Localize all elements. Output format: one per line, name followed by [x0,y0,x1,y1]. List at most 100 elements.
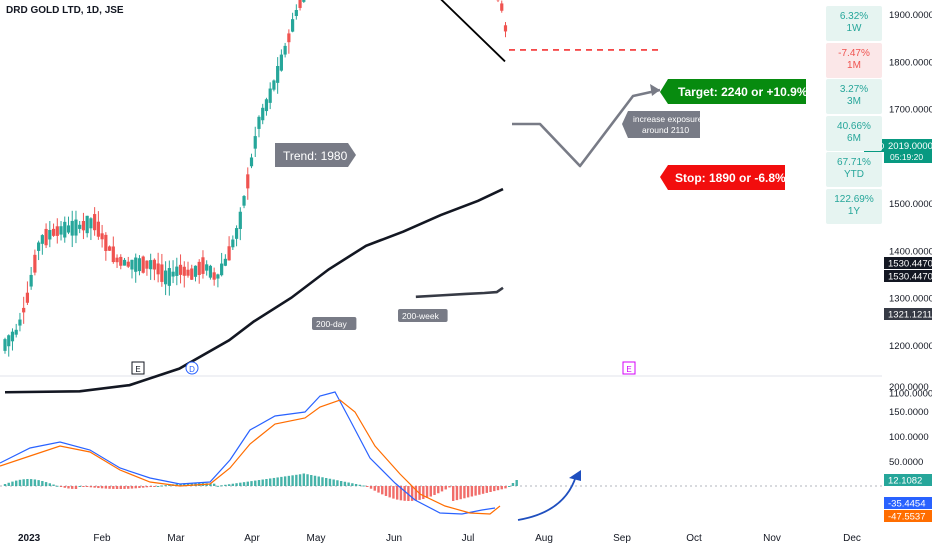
macd-histogram-bar [467,486,469,497]
macd-histogram-bar [359,485,361,486]
macd-histogram-bar [15,481,17,486]
macd-histogram-bar [512,483,514,486]
macd-histogram-bar [433,486,435,495]
macd-histogram-bar [138,486,140,488]
candle-body [287,33,290,42]
candle-body [190,268,193,279]
macd-histogram-bar [243,482,245,486]
macd-tick-label: 50.0000 [889,457,923,468]
macd-histogram-bar [482,486,484,494]
candle-body [149,260,152,269]
macd-histogram-bar [258,480,260,486]
candle-body [186,270,189,276]
macd-histogram-bar [52,485,54,486]
macd-histogram-bar [224,485,226,486]
macd-histogram-bar [422,486,424,499]
candle-body [52,229,55,236]
macd-arrowhead [569,470,581,481]
macd-histogram-bar [478,486,480,495]
candle-body [67,225,70,232]
macd-histogram-bar [276,477,278,486]
candle-body [119,257,122,266]
macd-histogram-bar [288,476,290,486]
macd-histogram-bar [437,486,439,493]
macd-histogram-bar [213,484,215,486]
performance-6m: 40.66%6M [826,116,882,151]
time-tick-label: Sep [613,533,631,544]
macd-histogram-bar [217,486,219,487]
price-tick-label: 1800.0000 [889,57,932,68]
performance-pct: 3.27% [826,84,882,96]
macd-histogram-bar [508,486,510,487]
candle-body [134,258,137,272]
performance-pct: -7.47% [826,48,882,60]
macd-histogram-bar [471,486,473,497]
macd-histogram-bar [239,483,241,486]
price-tick-label: 1200.0000 [889,341,932,352]
candle-body [127,262,130,267]
time-tick-label: Feb [93,533,111,544]
target-label: Target: 2240 or +10.9% [678,85,808,99]
macd-histogram-bar [396,486,398,500]
macd-histogram-bar [90,486,92,487]
macd-histogram-bar [351,483,353,486]
macd-histogram-bar [250,481,252,486]
candle-body [97,222,100,237]
candle-body [48,230,51,239]
macd-histogram-bar [116,486,118,489]
time-tick-label: Jul [462,533,475,544]
macd-histogram-bar [49,483,51,486]
candle-body [15,330,18,335]
macd-histogram-bar [332,480,334,487]
macd-histogram-bar [489,486,491,492]
macd-histogram-bar [306,474,308,486]
performance-period: YTD [826,169,882,181]
candle-body [78,225,81,229]
candle-body [3,339,6,351]
macd-histogram-bar [344,482,346,486]
trend-label: Trend: 1980 [283,149,348,163]
candle-body [26,293,29,303]
candle-body [22,308,25,312]
macd-histogram-bar [280,477,282,486]
moving-averages [5,189,503,392]
candle-body [276,66,279,83]
macd-histogram-bar [79,486,81,487]
macd-histogram-bar [232,484,234,486]
price-tick-label: 1300.0000 [889,294,932,305]
candle-body [269,89,272,103]
macd-histogram-bar [385,486,387,496]
macd-histogram-bar [56,486,58,487]
candle-body [235,228,238,239]
ma-200-day-value-repeat: 1530.4470 [888,272,932,283]
macd-histogram-bar [131,486,133,489]
macd-histogram-bar [153,486,155,487]
macd-histogram-bar [60,486,62,487]
macd-histogram-bar [377,486,379,493]
candle-body [59,226,62,234]
macd-histogram-bar [135,486,137,488]
price-tick-label: 1900.0000 [889,10,932,21]
candle-body [33,255,36,273]
macd-histogram-bar [441,486,443,491]
signal-line [0,400,500,514]
macd-histogram-bar [340,481,342,486]
candle-body [239,212,242,229]
macd-histogram-bar [504,486,506,488]
candle-body [74,220,77,236]
candle-body [209,266,212,278]
event-label: D [189,365,195,374]
macd-histogram-bar [463,486,465,498]
macd-histogram-bar [19,480,21,486]
performance-3m: 3.27%3M [826,79,882,114]
channel-lower-line [315,0,505,61]
ma-200-day-value: 1530.4470 [888,259,932,270]
macd-histogram-bar [37,480,39,486]
macd-histogram-bar [374,486,376,491]
candle-body [291,19,294,31]
candle-body [112,246,115,262]
candle-body [246,174,249,188]
